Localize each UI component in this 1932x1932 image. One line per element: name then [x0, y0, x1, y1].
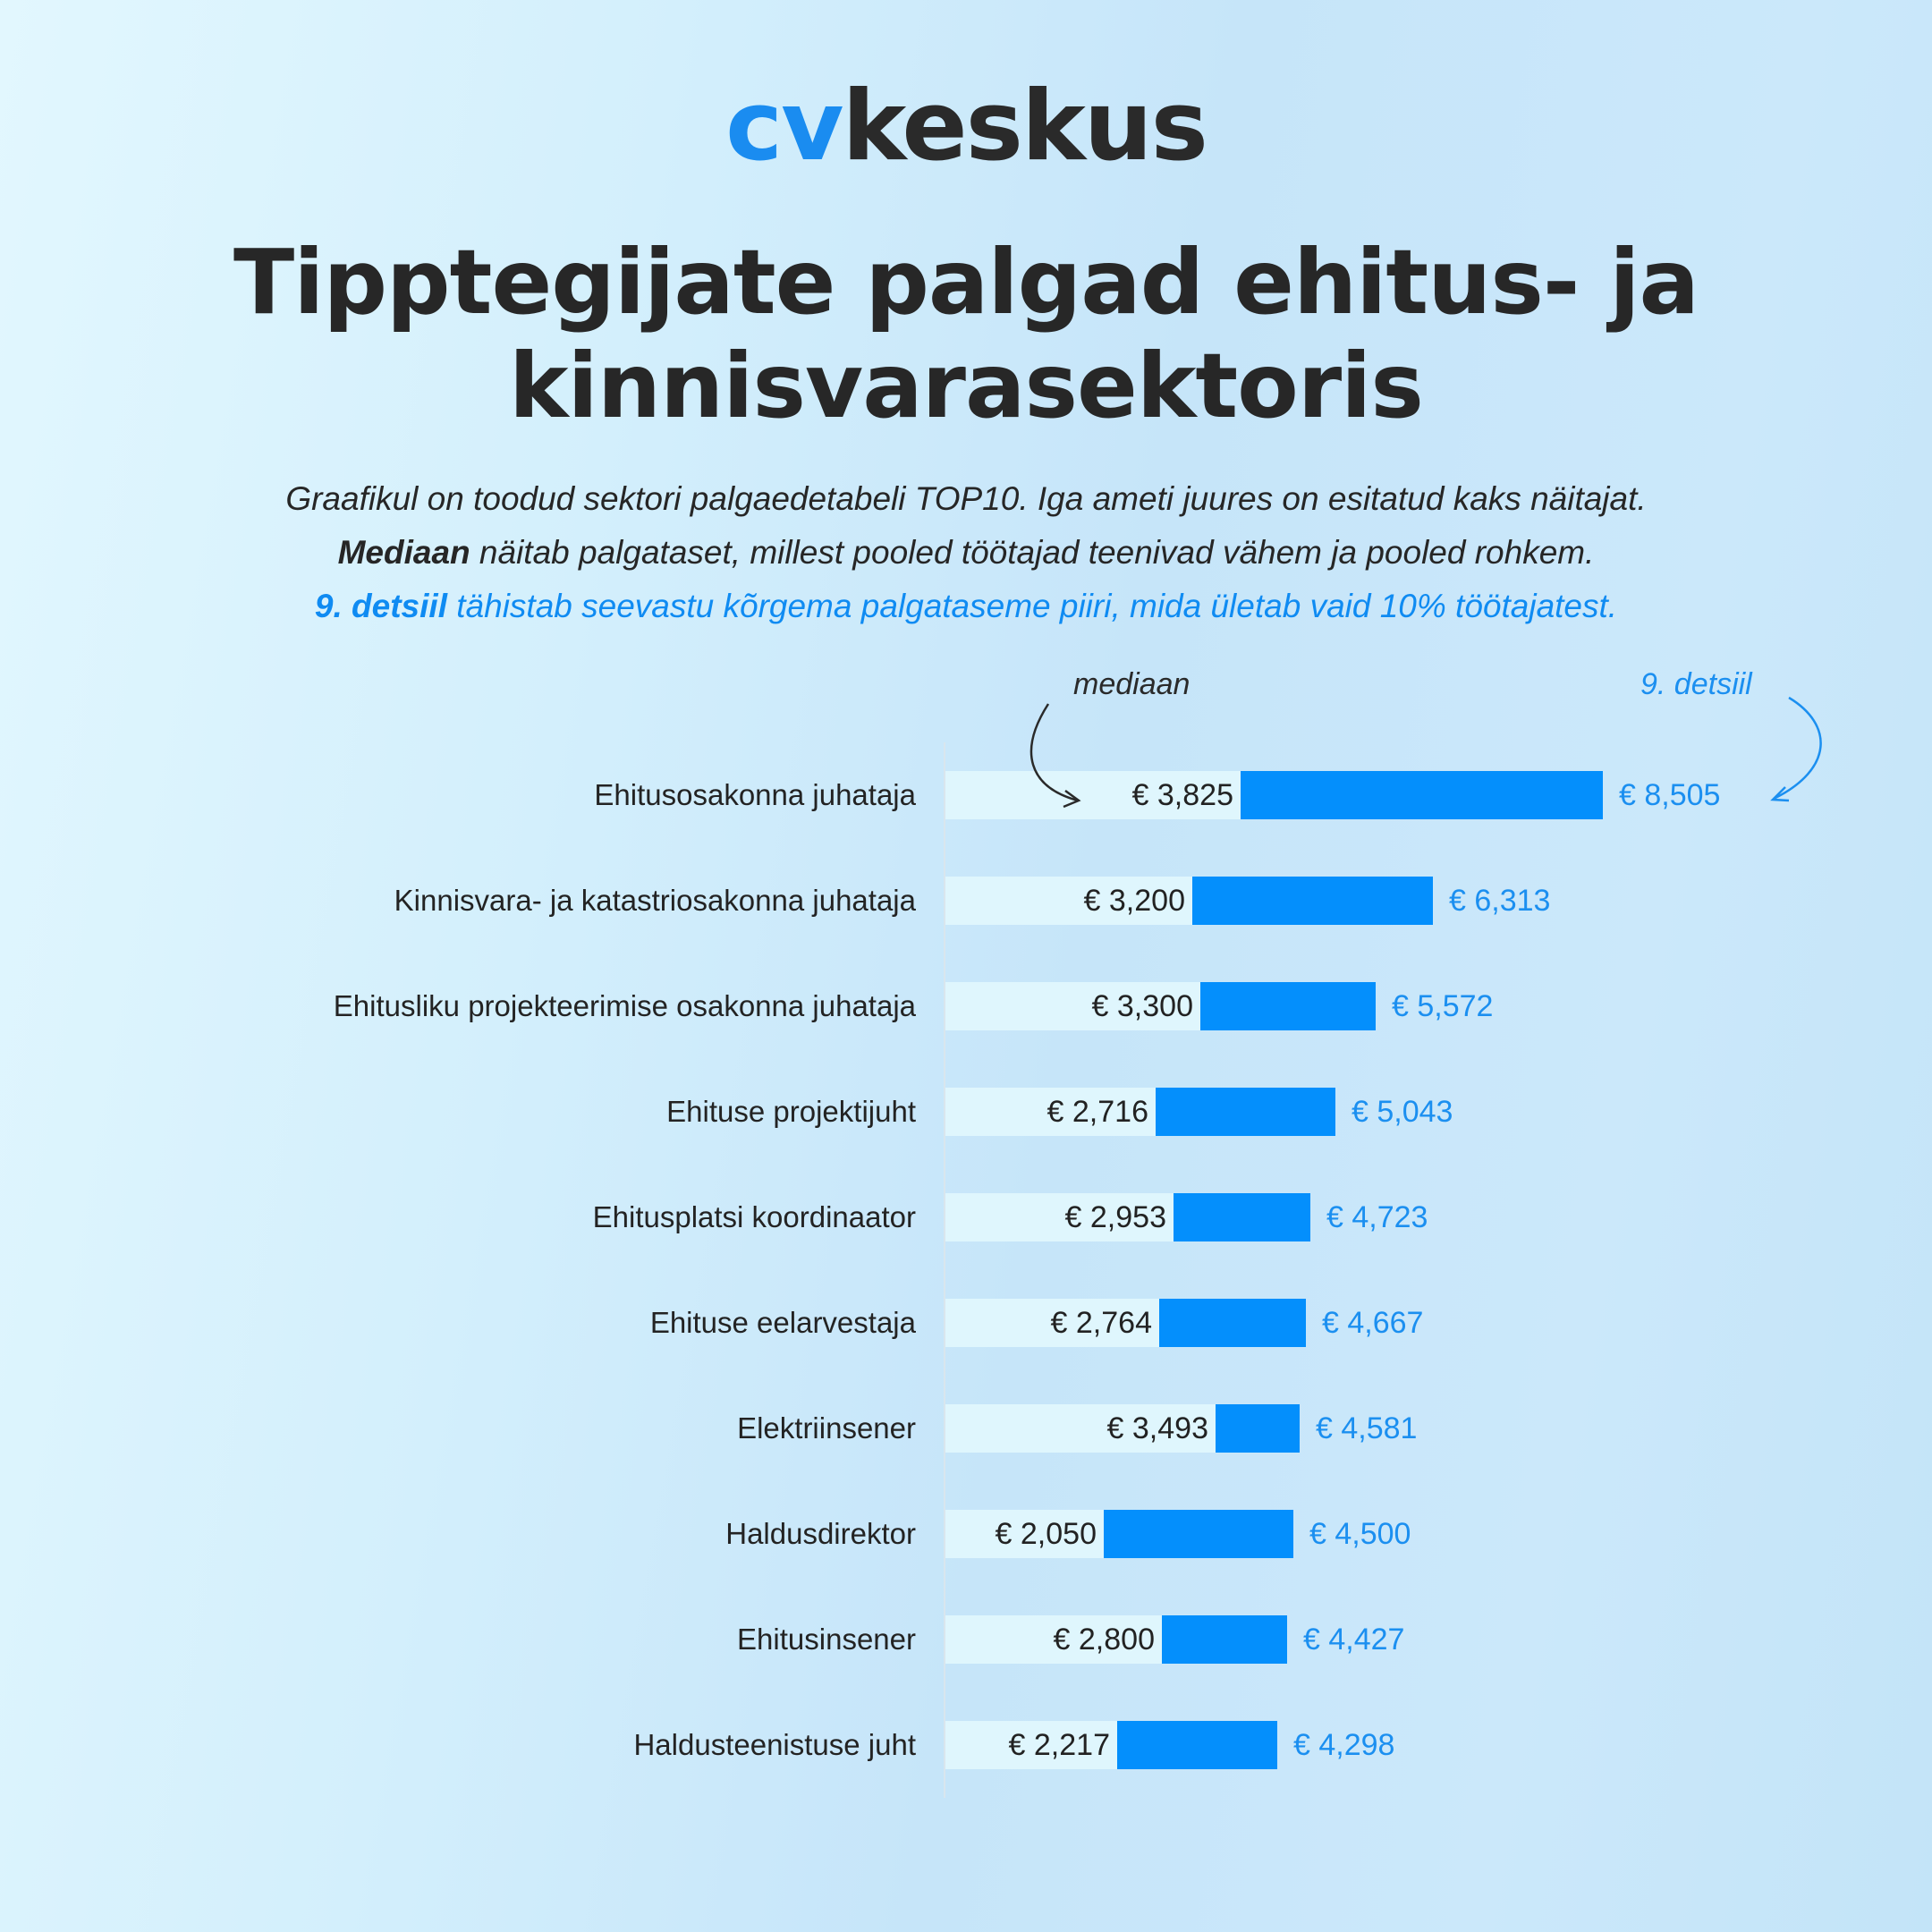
- decile-bar: [1162, 1615, 1287, 1664]
- chart-row: Ehitusliku projekteerimise osakonna juha…: [0, 982, 1932, 1030]
- median-bar: € 3,200: [945, 877, 1192, 925]
- median-term: Mediaan: [337, 534, 470, 571]
- decile-value: € 4,723: [1326, 1200, 1428, 1234]
- decile-value: € 4,427: [1303, 1623, 1405, 1657]
- median-value: € 3,300: [1091, 989, 1193, 1023]
- median-value: € 2,764: [1050, 1306, 1152, 1340]
- job-title-label: Kinnisvara- ja katastriosakonna juhataja: [394, 884, 916, 917]
- job-title-label: Ehituse projektijuht: [666, 1095, 916, 1128]
- chart-row: Ehitusosakonna juhataja € 3,825 € 8,505: [0, 771, 1932, 819]
- median-bar: € 3,493: [945, 1404, 1216, 1453]
- decile-annotation: 9. detsiil: [1640, 667, 1752, 701]
- chart-row: Haldusdirektor € 2,050 € 4,500: [0, 1510, 1932, 1558]
- decile-value: € 8,505: [1619, 778, 1721, 812]
- chart-row: Elektriinsener € 3,493 € 4,581: [0, 1404, 1932, 1453]
- job-title-label: Elektriinsener: [737, 1411, 916, 1445]
- description-line-3: 9. detsiil tähistab seevastu kõrgema pal…: [0, 580, 1932, 633]
- decile-bar: [1200, 982, 1376, 1030]
- logo-cv: cv: [725, 71, 843, 182]
- decile-term: 9. detsiil: [314, 588, 447, 624]
- median-bar: € 2,050: [945, 1510, 1104, 1558]
- median-bar: € 3,825: [945, 771, 1241, 819]
- chart-row: Ehitusplatsi koordinaator € 2,953 € 4,723: [0, 1193, 1932, 1241]
- decile-bar: [1117, 1721, 1277, 1769]
- decile-bar: [1216, 1404, 1300, 1453]
- median-value: € 2,953: [1064, 1200, 1166, 1234]
- decile-bar: [1159, 1299, 1306, 1347]
- chart-row: Kinnisvara- ja katastriosakonna juhataja…: [0, 877, 1932, 925]
- logo-keskus: keskus: [842, 71, 1208, 182]
- job-title-label: Haldusdirektor: [725, 1517, 916, 1550]
- median-bar: € 2,800: [945, 1615, 1162, 1664]
- decile-value: € 4,667: [1322, 1306, 1424, 1340]
- decile-bar: [1174, 1193, 1310, 1241]
- median-bar: € 2,716: [945, 1088, 1156, 1136]
- chart-row: Haldusteenistuse juht € 2,217 € 4,298: [0, 1721, 1932, 1769]
- chart-row: Ehituse projektijuht € 2,716 € 5,043: [0, 1088, 1932, 1136]
- title-line-2: kinnisvarasektoris: [509, 334, 1424, 438]
- description-line-2: Mediaan näitab palgataset, millest poole…: [0, 526, 1932, 580]
- median-bar: € 2,217: [945, 1721, 1117, 1769]
- page-title: Tipptegijate palgad ehitus- ja kinnisvar…: [0, 231, 1932, 438]
- decile-value: € 4,500: [1309, 1517, 1411, 1551]
- median-value: € 3,825: [1131, 778, 1233, 812]
- median-value: € 2,050: [995, 1517, 1097, 1551]
- median-bar: € 3,300: [945, 982, 1200, 1030]
- chart-row: Ehituse eelarvestaja € 2,764 € 4,667: [0, 1299, 1932, 1347]
- median-bar: € 2,764: [945, 1299, 1159, 1347]
- decile-value: € 4,581: [1316, 1411, 1418, 1445]
- decile-bar: [1241, 771, 1603, 819]
- decile-definition: tähistab seevastu kõrgema palgataseme pi…: [446, 588, 1618, 624]
- decile-value: € 4,298: [1293, 1728, 1395, 1762]
- chart-row: Ehitusinsener € 2,800 € 4,427: [0, 1615, 1932, 1664]
- decile-value: € 5,572: [1392, 989, 1494, 1023]
- job-title-label: Ehituse eelarvestaja: [649, 1306, 916, 1339]
- description-line-1: Graafikul on toodud sektori palgaedetabe…: [285, 480, 1647, 517]
- median-annotation: mediaan: [1073, 667, 1191, 701]
- chart-axis-line: [944, 742, 945, 1798]
- median-value: € 3,200: [1083, 884, 1185, 918]
- job-title-label: Ehitusplatsi koordinaator: [592, 1200, 916, 1233]
- job-title-label: Ehitusliku projekteerimise osakonna juha…: [333, 989, 916, 1022]
- job-title-label: Ehitusosakonna juhataja: [594, 778, 916, 811]
- decile-bar: [1192, 877, 1433, 925]
- decile-bar: [1156, 1088, 1335, 1136]
- chart-description: Graafikul on toodud sektori palgaedetabe…: [0, 472, 1932, 633]
- title-line-1: Tipptegijate palgad ehitus- ja: [233, 230, 1699, 335]
- decile-bar: [1104, 1510, 1293, 1558]
- job-title-label: Ehitusinsener: [737, 1623, 916, 1656]
- cvkeskus-logo: cvkeskus: [0, 79, 1932, 175]
- median-bar: € 2,953: [945, 1193, 1174, 1241]
- job-title-label: Haldusteenistuse juht: [633, 1728, 916, 1761]
- median-value: € 2,800: [1053, 1623, 1155, 1657]
- median-value: € 3,493: [1106, 1411, 1208, 1445]
- median-definition: näitab palgataset, millest pooled töötaj…: [470, 534, 1595, 571]
- decile-value: € 5,043: [1352, 1095, 1453, 1129]
- median-value: € 2,217: [1008, 1728, 1110, 1762]
- decile-value: € 6,313: [1449, 884, 1551, 918]
- median-value: € 2,716: [1046, 1095, 1148, 1129]
